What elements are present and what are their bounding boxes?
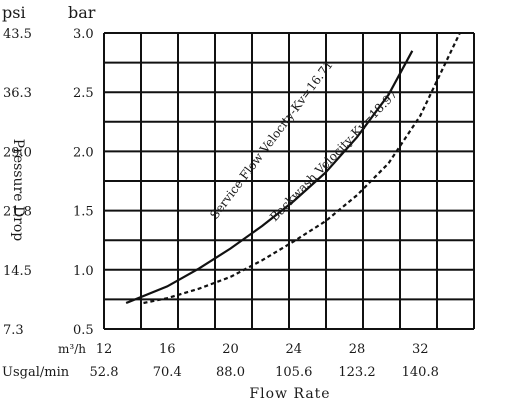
x-unit-m3h: m³/h bbox=[58, 342, 86, 356]
x-tick-label-usgal: 70.4 bbox=[153, 365, 182, 380]
x-tick-label-usgal: 123.2 bbox=[338, 365, 375, 380]
y-tick-label-bar: 2.5 bbox=[73, 86, 94, 101]
x-tick-label-usgal: 88.0 bbox=[216, 365, 245, 380]
y-unit-bar: bar bbox=[68, 3, 96, 22]
x-tick-label-m3h: 24 bbox=[285, 342, 302, 357]
x-axis-title: Flow Rate bbox=[249, 386, 330, 402]
y-tick-label-psi: 29.0 bbox=[3, 145, 32, 160]
y-tick-label-bar: 2.0 bbox=[73, 145, 94, 160]
y-tick-label-bar: 3.0 bbox=[73, 27, 94, 42]
x-unit-usgal: Usgal/min bbox=[2, 365, 70, 380]
x-tick-label-m3h: 20 bbox=[222, 342, 239, 357]
x-tick-label-usgal: 140.8 bbox=[402, 365, 439, 380]
chart-curves bbox=[125, 32, 461, 305]
service-flow-velocity-label: Service Flow Velocity-Kv=16.71 bbox=[207, 58, 335, 222]
x-tick-label-m3h: 32 bbox=[412, 342, 429, 357]
x-tick-label-usgal: 52.8 bbox=[90, 365, 119, 380]
x-tick-label-usgal: 105.6 bbox=[275, 365, 312, 380]
y-tick-label-bar: 1.5 bbox=[73, 205, 94, 220]
x-tick-label-m3h: 16 bbox=[159, 342, 176, 357]
y-tick-label-psi: 21.8 bbox=[3, 205, 32, 220]
x-tick-label-m3h: 28 bbox=[349, 342, 366, 357]
y-tick-label-bar: 0.5 bbox=[73, 323, 94, 338]
y-unit-psi: psi bbox=[2, 3, 26, 22]
backwash-velocity-curve bbox=[143, 32, 461, 305]
service-flow-velocity-curve bbox=[125, 50, 414, 305]
y-tick-label-psi: 36.3 bbox=[3, 86, 32, 101]
x-tick-label-m3h: 12 bbox=[96, 342, 113, 357]
y-tick-label-psi: 43.5 bbox=[3, 27, 32, 42]
chart-grid bbox=[103, 32, 475, 330]
y-tick-label-bar: 1.0 bbox=[73, 264, 94, 279]
y-tick-label-psi: 7.3 bbox=[3, 323, 24, 338]
y-tick-label-psi: 14.5 bbox=[3, 264, 32, 279]
y-axis-title: Pressure Drop bbox=[10, 139, 26, 242]
